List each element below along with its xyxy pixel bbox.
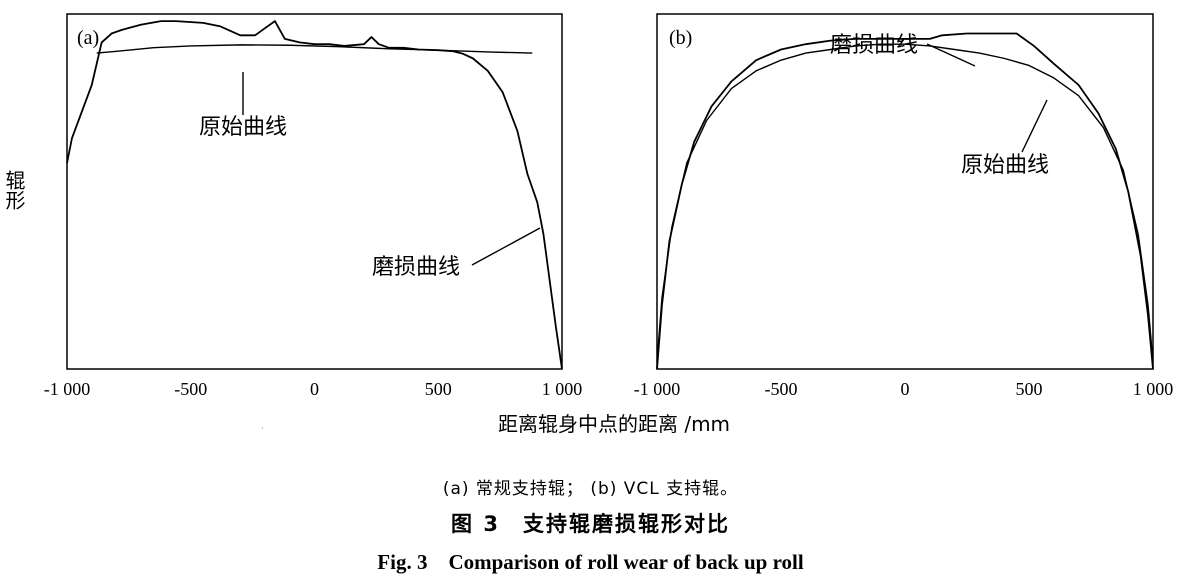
y-axis-label: 辊形 (2, 170, 26, 210)
series-line-original (656, 43, 1154, 362)
series-line-worn (66, 20, 563, 370)
x-tick-labels: -1 000 -500 0 500 1 000 (44, 379, 583, 399)
plot-frame (66, 13, 563, 370)
x-tick-labels: -1 000 -500 0 500 1 000 (634, 379, 1174, 399)
x-tick-label: -1 000 (44, 379, 91, 399)
annotation-leader (926, 43, 976, 67)
x-axis-label: 距离辊身中点的距离 /mm (498, 412, 730, 436)
x-tick-label: -500 (765, 379, 798, 399)
figure-title-en: Fig. 3 Comparison of roll wear of back u… (377, 550, 804, 574)
annotation-leader (471, 227, 541, 266)
panel-label: (a) (77, 27, 99, 49)
x-tick-label: 500 (425, 379, 452, 399)
panel-label: (b) (669, 27, 692, 49)
x-tick-label: -1 000 (634, 379, 681, 399)
x-tick-label: 0 (901, 379, 910, 399)
annotation-label: 原始曲线 (961, 153, 1049, 178)
x-tick-label: 0 (310, 379, 319, 399)
series-line-original (96, 44, 533, 54)
x-tick-label: 1 000 (1133, 379, 1174, 399)
annotation-leader (1021, 99, 1048, 153)
annotation-label: 原始曲线 (199, 115, 287, 140)
series-line-worn (656, 32, 1154, 370)
figure-title-cn: 图 3 支持辊磨损辊形对比 (451, 512, 730, 536)
series-lines (66, 20, 563, 370)
sub-caption: (a) 常规支持辊； (b) VCL 支持辊。 (442, 479, 739, 499)
plot-frame (656, 13, 1154, 370)
x-tick-label: 1 000 (542, 379, 583, 399)
series-lines (656, 32, 1154, 370)
annotation-label: 磨损曲线 (830, 33, 918, 58)
annotation-label: 磨损曲线 (372, 255, 460, 280)
x-tick-label: 500 (1016, 379, 1043, 399)
x-tick-label: -500 (174, 379, 207, 399)
